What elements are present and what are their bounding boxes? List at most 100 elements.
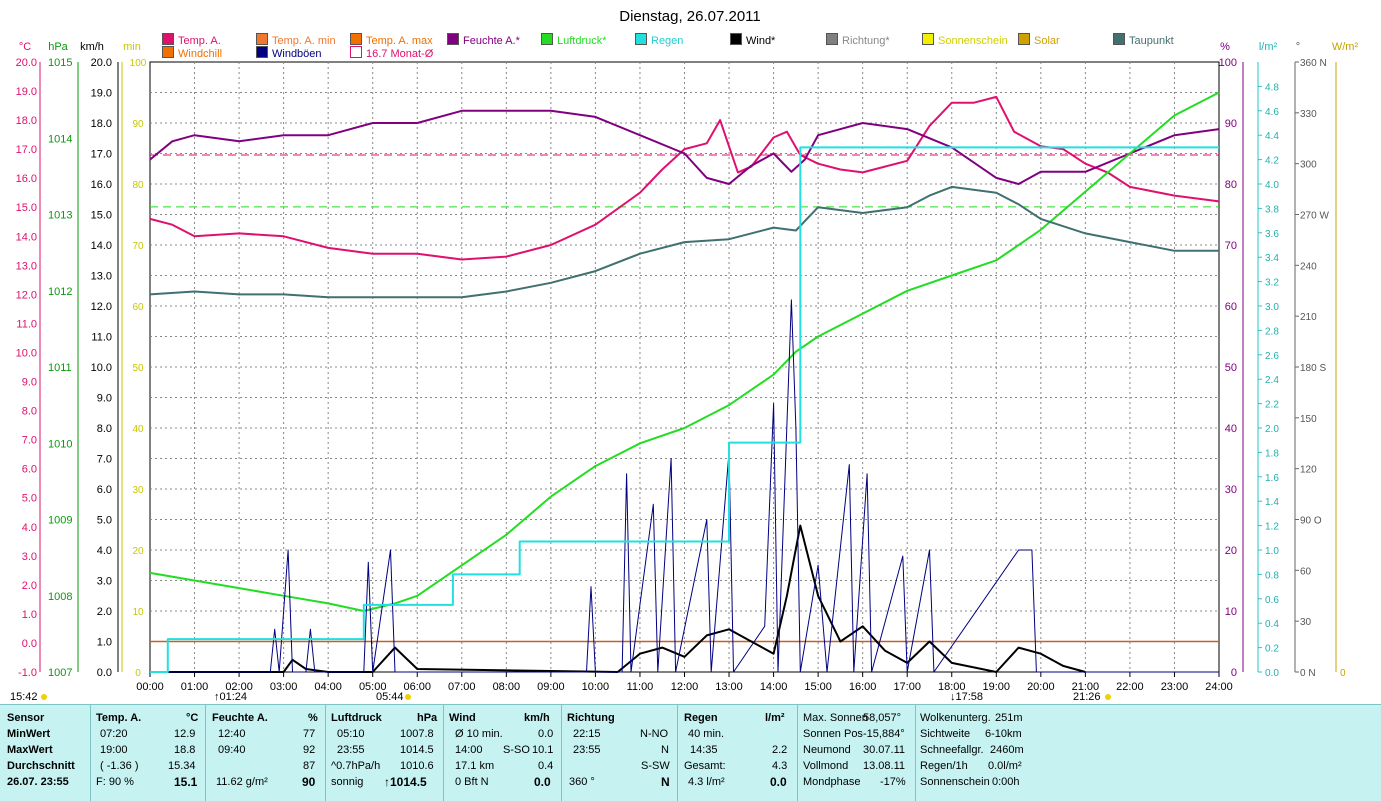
series-line (149, 185, 1219, 299)
rain-tick-label: 2.8 (1265, 326, 1279, 337)
dir-header: Richtung (567, 712, 615, 724)
dir-r1-time: 22:15 (573, 728, 601, 740)
sunrise-label: 05:44 (376, 691, 404, 703)
rain-tick-label: 4.4 (1265, 131, 1279, 142)
wind-tick-label: 18.0 (91, 118, 112, 130)
legend-swatch (350, 46, 362, 58)
sun-min-tick-label: 90 (132, 119, 144, 130)
rain-tick-label: 4.6 (1265, 107, 1279, 118)
rain-tick-label: 0.8 (1265, 570, 1279, 581)
wind-bft: 0 Bft N (455, 776, 489, 788)
summary-table: Sensor MinWert MaxWert Durchschnitt 26.0… (0, 704, 1381, 801)
legend-item: Temp. A. max (350, 33, 433, 47)
pressure-tick-label: 1012 (48, 286, 72, 298)
rain-max-value: 2.2 (772, 744, 788, 756)
rainrate-value: 0.0l/m² (988, 760, 1022, 772)
humidity-tick-label: 70 (1225, 240, 1237, 252)
temp-tick-label: -1.0 (18, 667, 37, 679)
temp-current: 15.1 (174, 775, 198, 789)
temp-tick-label: 5.0 (22, 493, 37, 505)
temp-tick-label: 17.0 (16, 144, 37, 156)
dir-r2-time: 23:55 (573, 744, 601, 756)
wind-max-dir: S-SO (503, 744, 530, 756)
wind-avg-label: Ø 10 min. (455, 728, 503, 740)
sun-max-label: Max. Sonnen (803, 712, 868, 724)
pressure-tick-label: 1015 (48, 57, 72, 69)
wind-tick-label: 5.0 (97, 515, 112, 527)
legend-label: Temp. A. min (272, 35, 336, 47)
humidity-tick-label: 20 (1225, 545, 1237, 557)
x-tick-label: 15:00 (804, 681, 832, 693)
rain-total-value: 4.3 (772, 760, 788, 772)
dir-tick-label: 360 N (1300, 58, 1327, 69)
current-label: 26.07. 23:55 (7, 776, 69, 788)
cloudbase-value: 251m (995, 712, 1023, 724)
wind-tick-label: 16.0 (91, 179, 112, 191)
rain-tick-label: 0.4 (1265, 619, 1279, 630)
dir-tick-label: 150 (1300, 414, 1317, 425)
sun-min-tick-label: 70 (132, 241, 144, 252)
legend-item: Taupunkt (1113, 33, 1174, 47)
wind-tick-label: 12.0 (91, 301, 112, 313)
temp-tick-label: 15.0 (16, 202, 37, 214)
pressure-tick-label: 1008 (48, 591, 72, 603)
snowline-value: 2460m (990, 744, 1024, 756)
temp-tick-label: 3.0 (22, 551, 37, 563)
wind-tick-label: 6.0 (97, 484, 112, 496)
newmoon-label: Neumond (803, 744, 851, 756)
temp-unit-label: °C (19, 41, 31, 53)
humidity-tick-label: 50 (1225, 362, 1237, 374)
wind-unit: km/h (524, 712, 550, 724)
wind-unit-label: km/h (80, 41, 104, 53)
temp-tick-label: 13.0 (16, 260, 37, 272)
sun-min-tick-label: 20 (132, 546, 144, 557)
visibility-label: Sichtweite (920, 728, 971, 740)
pressure-tick-label: 1014 (48, 133, 72, 145)
temp-max-time: 19:00 (100, 744, 128, 756)
rain-tick-label: 1.6 (1265, 473, 1279, 484)
rain-tick-label: 2.6 (1265, 351, 1279, 362)
humidity-tick-label: 10 (1225, 606, 1237, 618)
dir-tick-label: 330 (1300, 109, 1317, 120)
dir-tick-label: 90 O (1300, 516, 1322, 527)
press-max-value: 1014.5 (400, 744, 434, 756)
wind-tick-label: 15.0 (91, 210, 112, 222)
legend-item: Luftdruck* (541, 33, 607, 47)
sun-min-tick-label: 10 (132, 607, 144, 618)
legend-label: Taupunkt (1129, 35, 1174, 47)
sunrise-icon (405, 694, 411, 700)
humidity-tick-label: 30 (1225, 484, 1237, 496)
legend-item: Wind* (730, 33, 775, 47)
series-line (149, 95, 1220, 261)
chart-title: Dienstag, 26.07.2011 (619, 8, 761, 25)
chart-svg: Dienstag, 26.07.2011 00:00 01:00 02:00 03:00… (10, 8, 1358, 703)
left-time-label: 15:42 (10, 691, 38, 703)
legend-swatch (922, 33, 934, 45)
wind-tick-label: 10.0 (91, 362, 112, 374)
series-line (149, 91, 1220, 612)
x-tick-label: 01:00 (181, 681, 209, 693)
rain-tick-label: 4.8 (1265, 82, 1279, 93)
sun-min-tick-label: 0 (135, 668, 141, 679)
hum-header: Feuchte A. (212, 712, 268, 724)
temp-avg: 15.34 (168, 760, 196, 772)
temp-min-time: 07:20 (100, 728, 128, 740)
legend-swatch (730, 33, 742, 45)
temp-tick-label: 4.0 (22, 522, 37, 534)
x-tick-label: 07:00 (448, 681, 476, 693)
rain-unit: l/m² (765, 712, 785, 724)
series-line (150, 299, 1219, 673)
wind-current: 0.0 (534, 775, 551, 789)
weather-chart: Dienstag, 26.07.2011 00:00 01:00 02:00 03:00… (10, 8, 1358, 703)
dir-r3-value: S-SW (641, 760, 670, 772)
legend-label: Temp. A. (178, 35, 221, 47)
legend-item: Windchill (162, 46, 222, 60)
x-tick-label: 16:00 (849, 681, 877, 693)
wind-header: Wind (449, 712, 476, 724)
wind-avg-value: 0.0 (538, 728, 554, 740)
x-tick-label: 20:00 (1027, 681, 1055, 693)
dir-current: N (661, 775, 670, 789)
temp-feel: F: 90 % (96, 776, 134, 788)
press-unit: hPa (417, 712, 438, 724)
moonrise-label: ↑01:24 (214, 691, 247, 703)
